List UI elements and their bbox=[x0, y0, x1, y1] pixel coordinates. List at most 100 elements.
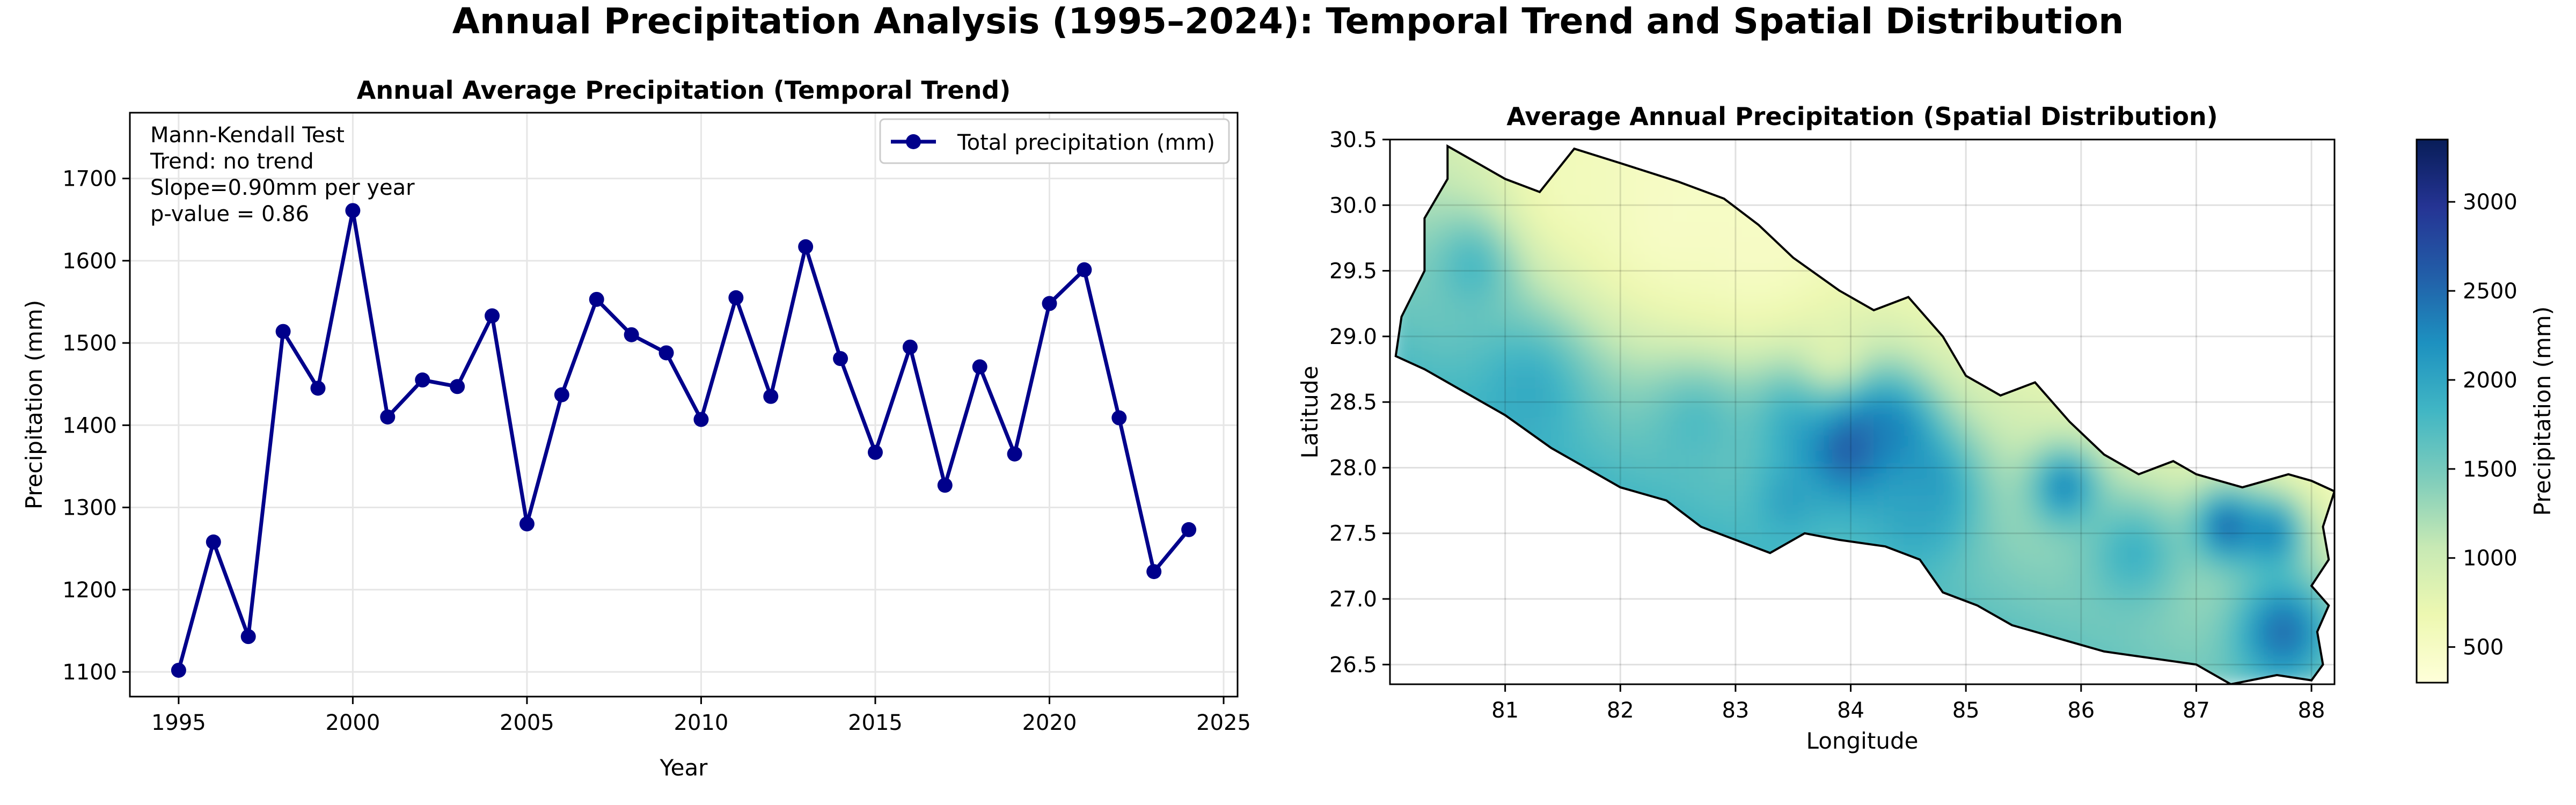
raster-cell bbox=[1860, 495, 1875, 512]
raster-cell bbox=[1431, 479, 1446, 496]
raster-cell bbox=[1652, 621, 1667, 638]
raster-cell bbox=[1943, 180, 1958, 197]
raster-cell bbox=[1901, 180, 1916, 197]
raster-cell bbox=[1818, 164, 1833, 181]
raster-cell bbox=[1790, 338, 1805, 354]
raster-cell bbox=[2012, 668, 2026, 684]
raster-cell bbox=[1915, 321, 1930, 339]
raster-cell bbox=[1998, 448, 2013, 465]
raster-cell bbox=[2288, 621, 2303, 638]
raster-cell bbox=[1957, 274, 1971, 291]
raster-cell bbox=[1473, 211, 1488, 228]
raster-cell bbox=[2109, 479, 2124, 496]
raster-cell bbox=[2150, 400, 2165, 418]
raster-cell bbox=[1569, 211, 1584, 228]
raster-cell bbox=[1487, 196, 1502, 213]
raster-cell bbox=[1763, 164, 1778, 181]
y-tick-label: 1300 bbox=[62, 496, 117, 521]
legend: Total precipitation (mm) bbox=[879, 118, 1230, 164]
raster-cell bbox=[1624, 432, 1640, 449]
raster-cell bbox=[1611, 353, 1626, 370]
raster-cell bbox=[2012, 526, 2026, 543]
raster-cell bbox=[1901, 164, 1916, 181]
raster-cell bbox=[1943, 146, 1958, 150]
raster-cell bbox=[2260, 338, 2275, 354]
raster-cell bbox=[2191, 149, 2206, 165]
raster-cell bbox=[2288, 338, 2303, 354]
raster-cell bbox=[2109, 306, 2124, 323]
raster-cell bbox=[2233, 636, 2248, 654]
raster-cell bbox=[2191, 558, 2206, 575]
raster-cell bbox=[1666, 369, 1681, 386]
raster-cell bbox=[2302, 146, 2317, 150]
raster-cell bbox=[2109, 416, 2124, 433]
raster-cell bbox=[1514, 385, 1529, 401]
raster-cell bbox=[1790, 558, 1805, 575]
raster-cell bbox=[1998, 668, 2013, 684]
raster-cell bbox=[1487, 653, 1502, 669]
raster-cell bbox=[1943, 653, 1958, 669]
raster-cell bbox=[2164, 369, 2179, 386]
raster-cell bbox=[2095, 196, 2110, 213]
raster-cell bbox=[1777, 464, 1791, 480]
raster-cell bbox=[2178, 605, 2192, 622]
raster-cell bbox=[1998, 259, 2013, 275]
raster-cell bbox=[2330, 353, 2334, 370]
raster-cell bbox=[2246, 353, 2262, 370]
raster-cell bbox=[1929, 558, 1944, 575]
raster-cell bbox=[1459, 448, 1474, 465]
raster-cell bbox=[1846, 416, 1861, 433]
raster-cell bbox=[1818, 243, 1833, 260]
raster-cell bbox=[2219, 558, 2234, 575]
raster-cell bbox=[1542, 306, 1557, 323]
raster-cell bbox=[1556, 416, 1570, 433]
raster-cell bbox=[1556, 636, 1570, 654]
raster-cell bbox=[2164, 621, 2179, 638]
raster-cell bbox=[2191, 621, 2206, 638]
raster-cell bbox=[1542, 479, 1557, 496]
raster-cell bbox=[1528, 243, 1543, 260]
raster-cell bbox=[1638, 149, 1653, 165]
raster-cell bbox=[2164, 196, 2179, 213]
raster-cell bbox=[2123, 259, 2137, 275]
raster-cell bbox=[2136, 196, 2151, 213]
raster-cell bbox=[1735, 479, 1750, 496]
raster-cell bbox=[1624, 196, 1640, 213]
raster-cell bbox=[1943, 290, 1958, 307]
raster-cell bbox=[1929, 385, 1944, 401]
raster-cell bbox=[2150, 605, 2165, 622]
raster-cell bbox=[2205, 353, 2220, 370]
raster-cell bbox=[1735, 259, 1750, 275]
precipitation-raster bbox=[1395, 146, 2334, 684]
raster-cell bbox=[1957, 605, 1971, 622]
raster-cell bbox=[1790, 385, 1805, 401]
raster-cell bbox=[1528, 653, 1543, 669]
raster-cell bbox=[1597, 511, 1612, 528]
raster-cell bbox=[2246, 290, 2262, 307]
raster-cell bbox=[2288, 416, 2303, 433]
raster-cell bbox=[2081, 416, 2096, 433]
raster-cell bbox=[1556, 146, 1570, 150]
raster-cell bbox=[1790, 574, 1805, 590]
raster-cell bbox=[1915, 353, 1930, 370]
raster-cell bbox=[1749, 369, 1764, 386]
raster-cell bbox=[2081, 196, 2096, 213]
raster-cell bbox=[1915, 227, 1930, 244]
raster-cell bbox=[1763, 653, 1778, 669]
raster-cell bbox=[1722, 589, 1736, 606]
raster-cell bbox=[1943, 416, 1958, 433]
raster-cell bbox=[2246, 180, 2262, 197]
raster-cell bbox=[1694, 495, 1709, 512]
raster-cell bbox=[2081, 668, 2096, 684]
raster-cell bbox=[1473, 636, 1488, 654]
raster-cell bbox=[1417, 589, 1432, 606]
raster-cell bbox=[2246, 542, 2262, 559]
raster-cell bbox=[1777, 636, 1791, 654]
raster-cell bbox=[2136, 448, 2151, 465]
raster-cell bbox=[1832, 432, 1847, 449]
raster-cell bbox=[1804, 495, 1819, 512]
raster-cell bbox=[1694, 164, 1709, 181]
raster-cell bbox=[2123, 621, 2137, 638]
raster-cell bbox=[2150, 180, 2165, 197]
